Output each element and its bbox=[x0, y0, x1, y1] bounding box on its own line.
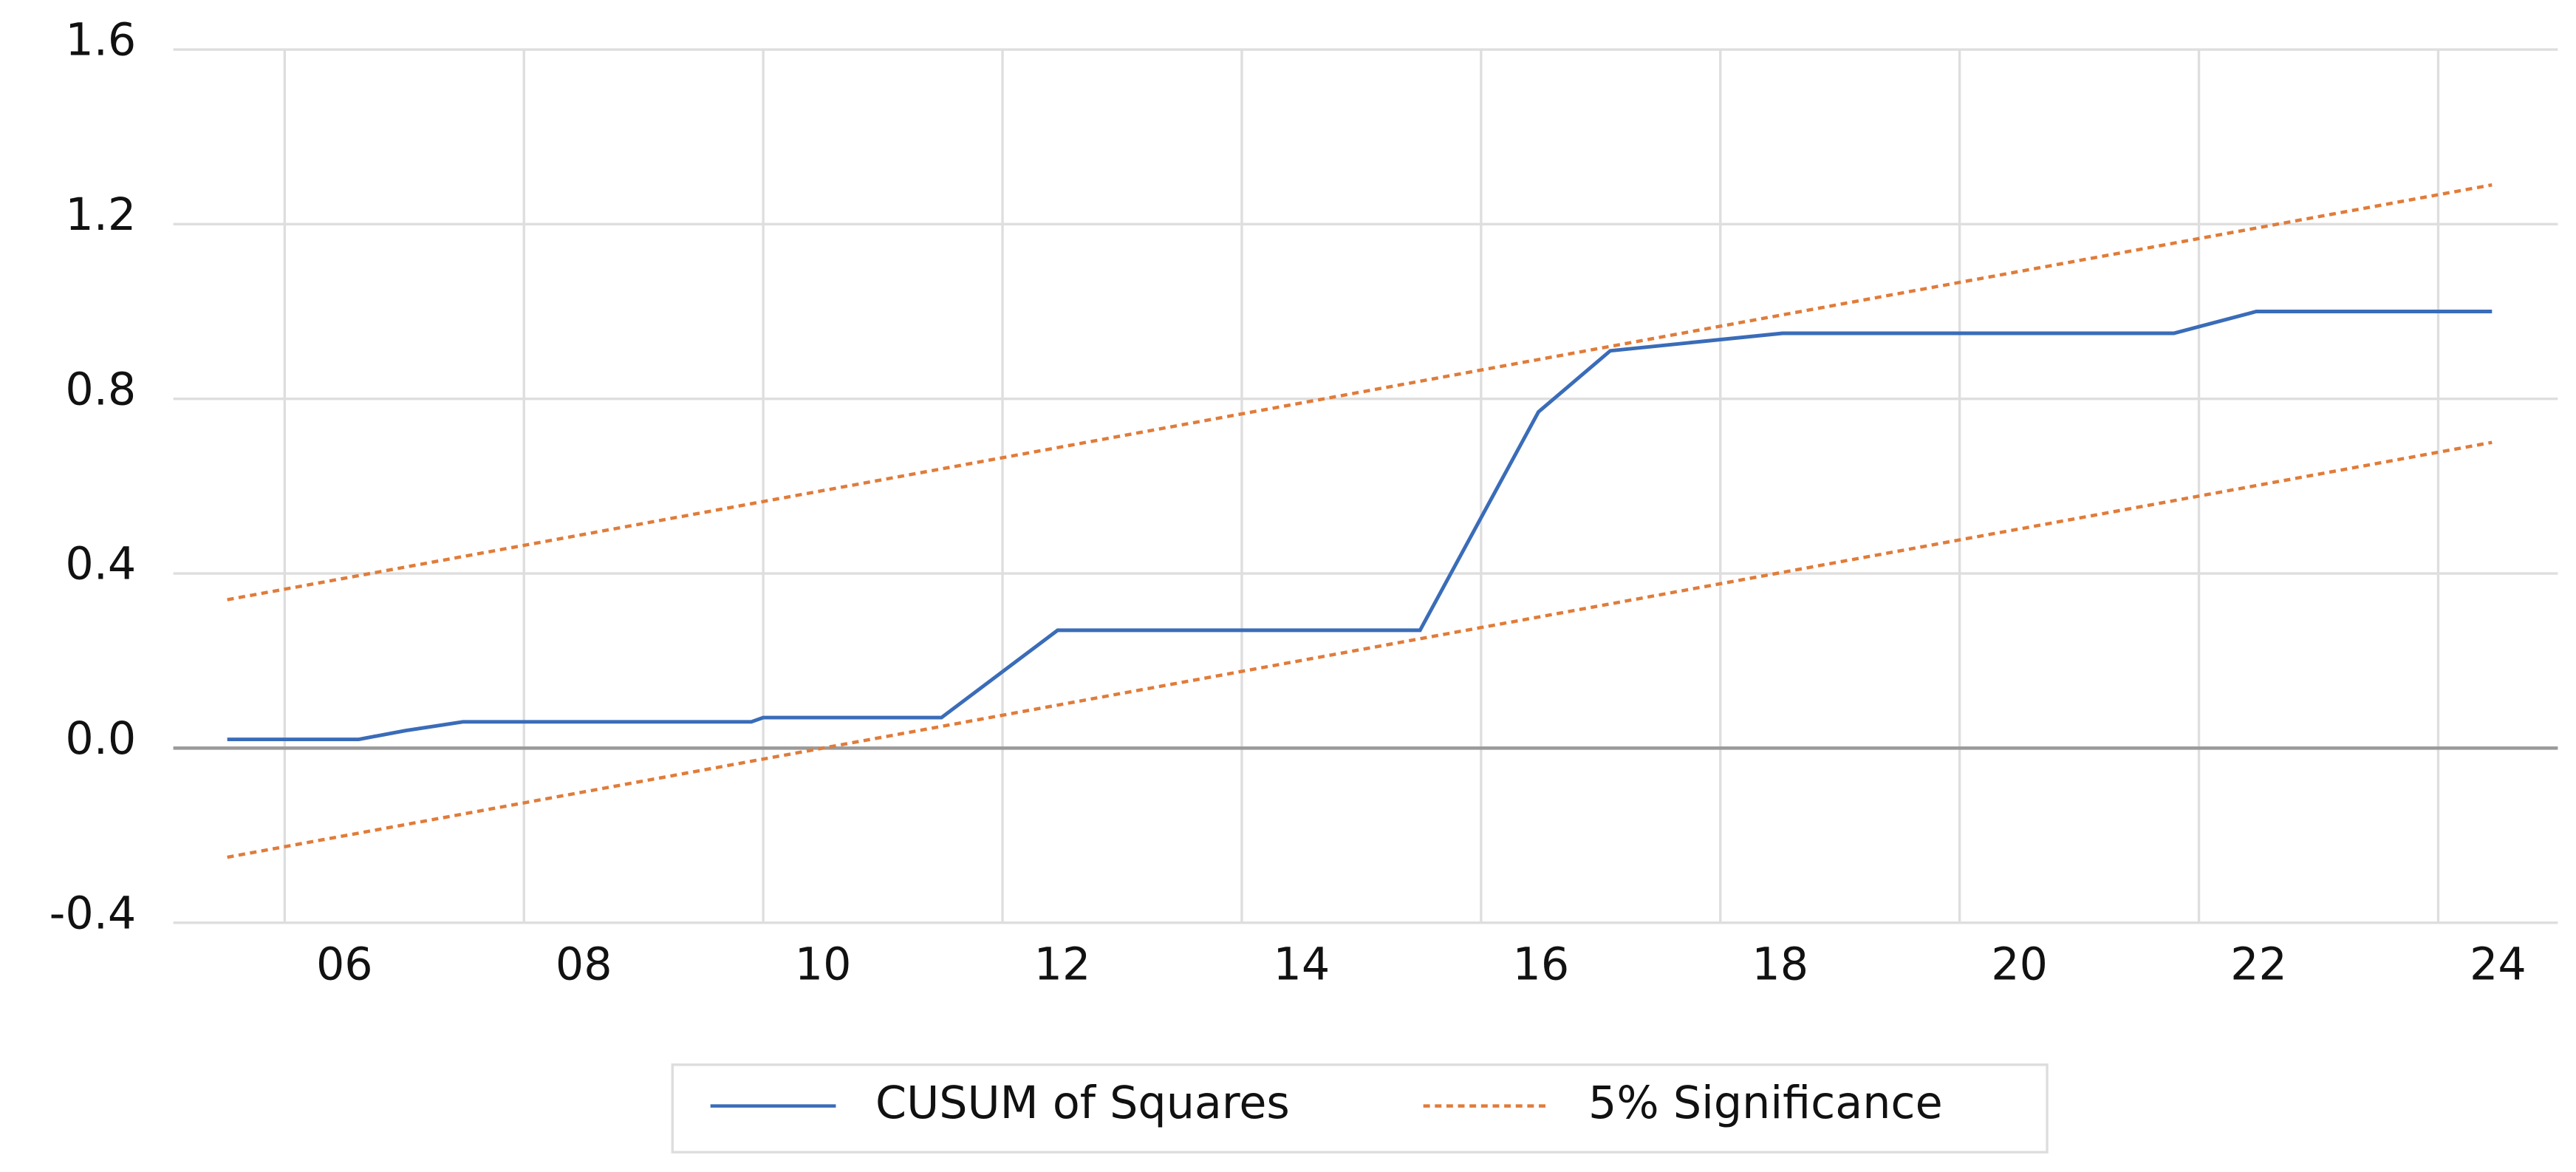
x-tick-label: 18 bbox=[1752, 939, 1808, 991]
x-tick-label: 16 bbox=[1512, 939, 1569, 991]
x-tick-label: 20 bbox=[1991, 939, 2048, 991]
y-tick-label: 1.6 bbox=[65, 15, 136, 67]
legend-label: 5% Significance bbox=[1588, 1077, 1943, 1129]
legend-label: CUSUM of Squares bbox=[875, 1077, 1290, 1129]
series-line bbox=[227, 183, 2493, 602]
y-tick-label: 0.4 bbox=[65, 539, 136, 590]
legend-box bbox=[671, 1063, 2049, 1154]
x-tick-label: 14 bbox=[1274, 939, 1330, 991]
x-tick-label: 10 bbox=[795, 939, 852, 991]
y-tick-label: 1.2 bbox=[65, 189, 136, 241]
y-tick-label: -0.4 bbox=[49, 887, 137, 939]
x-tick-label: 22 bbox=[2230, 939, 2287, 991]
x-tick-label: 12 bbox=[1034, 939, 1091, 991]
y-tick-label: 0.0 bbox=[65, 713, 136, 765]
series-line bbox=[227, 310, 2493, 741]
x-tick-label: 24 bbox=[2470, 939, 2527, 991]
y-tick-label: 0.8 bbox=[65, 364, 136, 415]
x-tick-label: 08 bbox=[556, 939, 612, 991]
series-line bbox=[227, 440, 2493, 859]
x-tick-label: 06 bbox=[316, 939, 373, 991]
